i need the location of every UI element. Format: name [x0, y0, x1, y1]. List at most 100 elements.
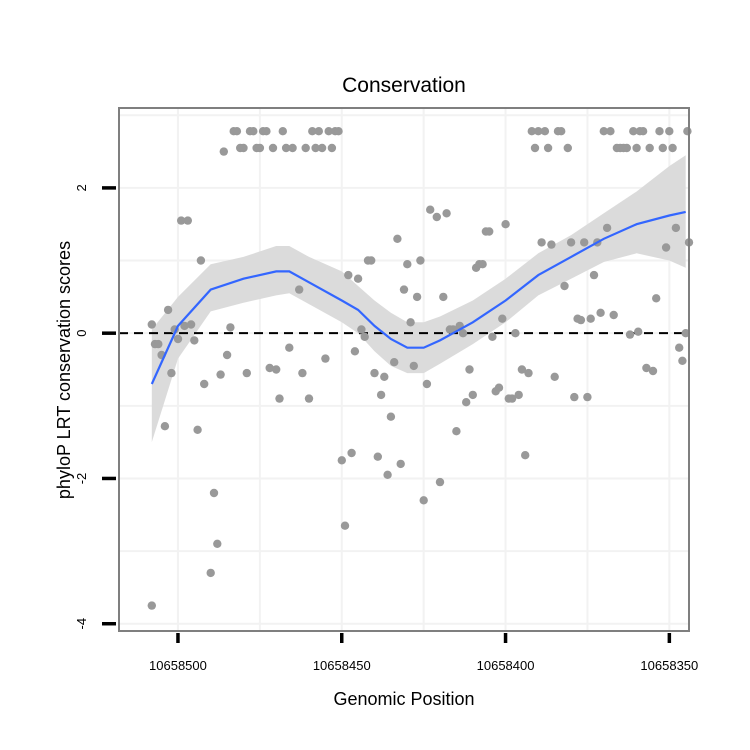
data-point: [442, 209, 451, 218]
data-point: [583, 392, 592, 402]
data-point: [393, 234, 402, 243]
data-point: [458, 329, 468, 338]
data-point: [209, 488, 219, 498]
data-point: [242, 368, 251, 378]
data-point: [606, 127, 615, 136]
data-point: [580, 238, 589, 247]
data-point: [671, 223, 681, 233]
data-point: [527, 127, 536, 136]
data-point: [154, 339, 163, 349]
data-point: [160, 422, 170, 431]
data-point: [589, 270, 599, 280]
data-point: [586, 314, 595, 323]
data-point: [465, 365, 474, 374]
data-point: [183, 216, 192, 225]
data-point: [599, 127, 608, 136]
data-point: [304, 394, 314, 403]
data-point: [376, 390, 386, 400]
x-tick-label: 10658350: [640, 658, 698, 673]
axes: 10658500 10658450 10658400 10658350 -4 -2 0 2: [74, 184, 698, 673]
data-point: [186, 320, 196, 329]
data-point: [642, 363, 651, 373]
data-point: [655, 127, 664, 136]
x-axis-title: Genomic Position: [333, 689, 474, 709]
data-point: [193, 425, 202, 434]
data-point: [206, 568, 215, 578]
data-point: [357, 325, 366, 334]
data-point: [629, 127, 638, 136]
data-point: [255, 143, 265, 153]
data-point: [386, 412, 396, 421]
y-axis-title: phyloP LRT conservation scores: [54, 241, 74, 499]
data-point: [360, 332, 369, 341]
y-tick-label: -4: [74, 618, 89, 630]
data-point: [462, 398, 471, 407]
data-point: [550, 372, 559, 381]
data-point: [173, 334, 183, 344]
data-point: [334, 127, 343, 136]
data-point: [353, 274, 363, 283]
data-point: [288, 143, 297, 153]
data-point: [665, 127, 674, 136]
data-point: [488, 332, 497, 341]
data-point: [596, 308, 605, 317]
data-point: [344, 270, 353, 280]
data-point: [507, 394, 517, 403]
data-point: [226, 323, 235, 332]
data-point: [409, 361, 418, 371]
data-point: [534, 127, 543, 136]
data-point: [432, 212, 441, 222]
data-point: [285, 343, 294, 352]
data-point: [524, 368, 533, 378]
data-point: [380, 372, 389, 381]
data-point: [609, 310, 618, 320]
data-point: [498, 314, 507, 323]
data-point: [340, 521, 350, 530]
data-point: [540, 127, 550, 136]
data-point: [658, 143, 667, 153]
panel-border: [118, 107, 690, 632]
data-point: [683, 127, 692, 136]
data-point: [468, 390, 477, 400]
data-point: [566, 238, 576, 247]
data-point: [547, 240, 556, 249]
data-point: [373, 452, 382, 461]
data-point: [281, 143, 291, 153]
data-point: [222, 350, 232, 360]
data-point: [219, 147, 228, 156]
y-tick-label: -2: [74, 473, 89, 485]
data-point: [396, 459, 405, 469]
data-point: [435, 477, 445, 487]
data-point: [390, 358, 399, 367]
data-point: [530, 143, 540, 153]
data-point: [543, 143, 553, 153]
data-point: [652, 294, 661, 303]
data-point: [403, 260, 412, 269]
data-point: [632, 143, 641, 153]
data-point: [324, 127, 333, 136]
data-point: [249, 127, 258, 136]
smooth-line: [150, 210, 686, 385]
data-point: [668, 143, 677, 153]
data-point: [557, 127, 566, 136]
data-point: [422, 379, 432, 389]
data-point: [321, 354, 330, 363]
data-point: [200, 379, 209, 389]
data-point: [167, 368, 176, 378]
confidence-ribbon-group: [151, 155, 686, 443]
data-point: [147, 601, 156, 610]
data-point: [563, 143, 572, 153]
x-tick-label: 10658500: [149, 658, 207, 673]
chart-title: Conservation: [342, 74, 466, 97]
x-tick-label: 10658450: [313, 658, 371, 673]
data-point: [494, 383, 504, 392]
data-points: [147, 127, 694, 610]
data-point: [367, 256, 376, 265]
data-point: [576, 315, 586, 325]
data-point: [163, 305, 173, 315]
data-point: [501, 220, 510, 229]
data-point: [452, 427, 461, 436]
y-tick-label: 0: [74, 330, 89, 337]
data-point: [602, 223, 612, 233]
